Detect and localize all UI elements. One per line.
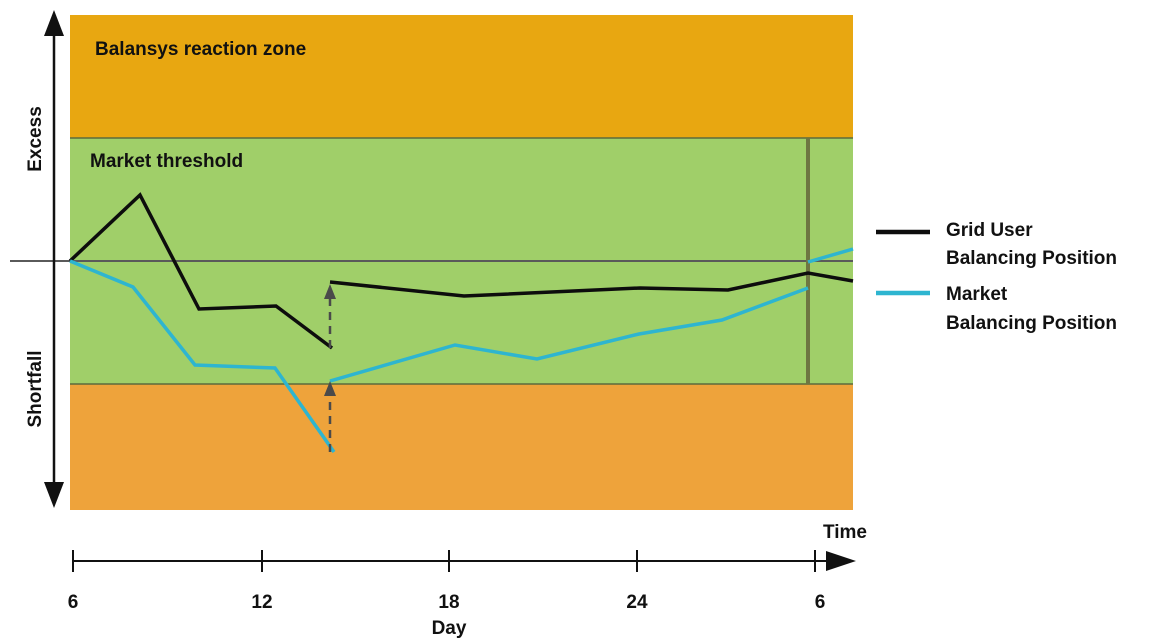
excess-label: Excess [25,106,46,172]
legend-grid-user-label-line2: Balancing Position [946,248,1117,269]
vertical-axis-up-arrow [44,10,64,36]
shortfall-label: Shortfall [25,350,46,427]
time-tick-label-2: 18 [438,592,459,613]
market-line-segment-3 [807,247,854,264]
time-tick-label-1: 12 [251,592,272,613]
legend-market-label-line2: Balancing Position [946,313,1117,334]
balansys-zone-label: Balansys reaction zone [95,39,306,60]
time-tick-label-4: 6 [815,592,826,613]
time-axis-label: Time [823,522,867,543]
market-line-segment-2 [329,286,809,383]
grid-user-line-segment-2 [329,271,854,298]
shortfall-label-bg [22,336,48,442]
time-tick-label-0: 6 [68,592,79,613]
legend-grid-user-label-line1: Grid User [946,220,1033,241]
market-correction-arrowhead [324,381,336,396]
grid-user-line-segment-1 [68,192,334,350]
day-label: Day [432,618,467,639]
time-tick-label-3: 24 [626,592,648,613]
market-line-segment-1 [69,259,336,454]
vertical-axis-down-arrow [44,482,64,508]
legend-market-label-line1: Market [946,284,1008,305]
balansys-reaction-zone-lower [70,384,853,510]
balansys-reaction-zone-upper [70,15,853,138]
excess-label-bg [22,92,48,184]
time-axis-arrowhead [826,551,856,571]
grid-user-correction-arrowhead [324,284,336,299]
market-threshold-label: Market threshold [90,151,243,172]
